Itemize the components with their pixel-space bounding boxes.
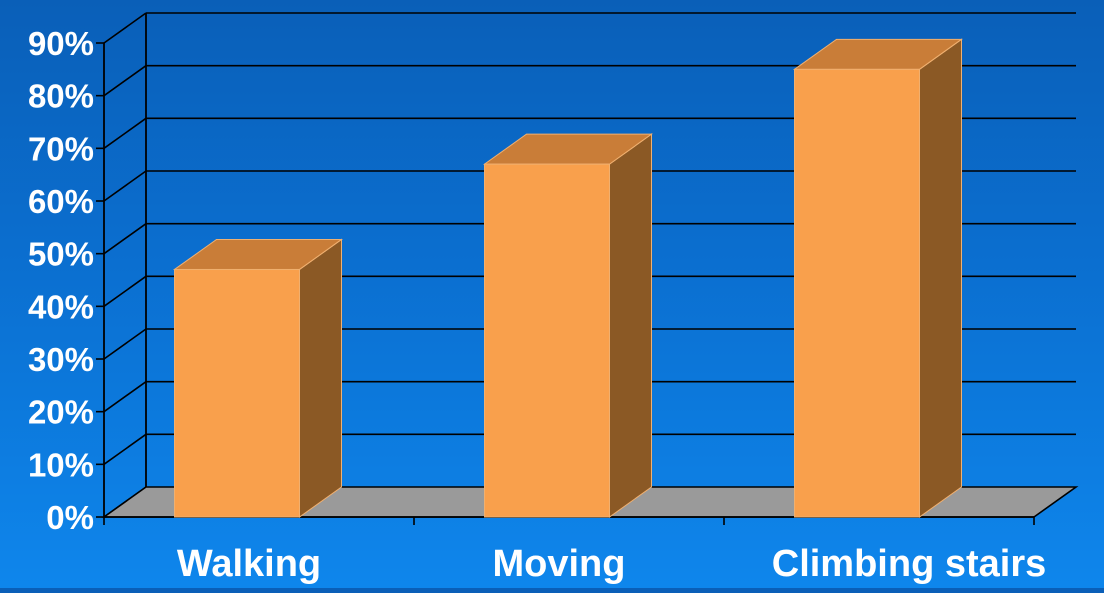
- x-tick-label: Walking: [177, 543, 321, 585]
- bars: [172, 38, 964, 518]
- bar: [792, 38, 964, 518]
- y-tick-label: 90%: [28, 25, 94, 62]
- bar-front: [484, 163, 610, 518]
- bar-side: [919, 38, 962, 518]
- gridline-diagonal: [103, 275, 147, 307]
- bar-front: [794, 68, 920, 518]
- gridline-diagonal: [103, 65, 147, 97]
- gridline-diagonal: [103, 433, 147, 465]
- gridline-diagonal: [103, 117, 147, 149]
- gridline-diagonal: [103, 381, 147, 413]
- x-tick-label: Climbing stairs: [772, 543, 1047, 585]
- bar-side: [609, 133, 652, 518]
- y-tick-label: 70%: [28, 130, 94, 167]
- y-tick-label: 60%: [28, 183, 94, 220]
- y-tick-label: 20%: [28, 394, 94, 431]
- y-tick-label: 80%: [28, 78, 94, 115]
- gridline-diagonal: [103, 223, 147, 255]
- x-tick-label: Moving: [493, 543, 626, 585]
- bar: [482, 133, 654, 518]
- y-tick-label: 50%: [28, 236, 94, 273]
- y-tick-label: 0%: [46, 499, 94, 536]
- y-tick-label: 10%: [28, 446, 94, 483]
- gridline-diagonal: [103, 328, 147, 360]
- bar: [172, 238, 344, 518]
- bar-side: [299, 238, 342, 518]
- y-tick-label: 30%: [28, 341, 94, 378]
- axis-labels: 0% 10% 20% 30% 40% 50% 60% 70% 80% 90% Walking Movi…: [28, 25, 1046, 585]
- bar-front: [174, 268, 300, 518]
- y-tick-label: 40%: [28, 288, 94, 325]
- gridline-diagonal: [103, 12, 147, 44]
- gridline-diagonal: [103, 170, 147, 202]
